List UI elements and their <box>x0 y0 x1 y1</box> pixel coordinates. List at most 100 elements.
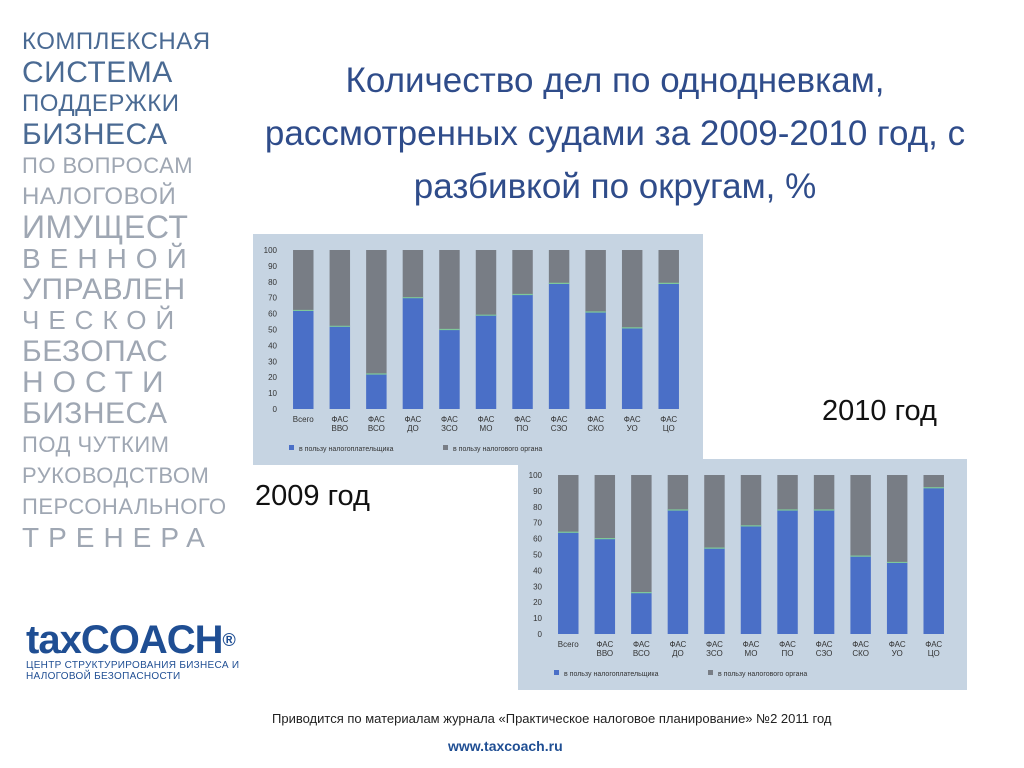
bar-authority <box>704 475 725 549</box>
y-tick-label: 30 <box>268 357 277 366</box>
x-tick-label: ФАС ВСО <box>633 640 650 658</box>
bar-taxpayer <box>293 310 314 409</box>
y-tick-label: 60 <box>268 310 277 319</box>
x-tick-label: ФАС МО <box>478 415 495 433</box>
bar-taxpayer <box>850 556 871 634</box>
sidebar-line: НОСТИ <box>22 366 173 399</box>
y-tick-label: 50 <box>268 326 277 335</box>
legend-label-taxpayer: в пользу налогоплательщика <box>564 671 659 678</box>
y-tick-label: 70 <box>533 519 542 528</box>
y-tick-label: 20 <box>533 598 542 607</box>
bar-authority <box>658 250 679 284</box>
x-tick-label: Всего <box>293 415 315 424</box>
x-tick-label: Всего <box>558 640 580 649</box>
sidebar-line: ТРЕНЕРА <box>22 522 214 553</box>
bar-authority <box>475 250 497 316</box>
y-tick-label: 0 <box>538 630 543 639</box>
y-tick-label: 10 <box>268 389 277 398</box>
x-tick-label: ФАС ЦО <box>925 640 942 658</box>
x-tick-label: ФАС УО <box>889 640 906 658</box>
year-label-2009: 2009 год <box>255 480 370 512</box>
x-tick-label: ФАС СКО <box>587 415 604 433</box>
bar-taxpayer <box>740 525 762 634</box>
y-tick-label: 100 <box>264 246 278 255</box>
bar-taxpayer <box>594 538 616 634</box>
sidebar-line: УПРАВЛЕН <box>22 273 186 306</box>
bar-authority <box>740 475 762 526</box>
sidebar-line: ИМУЩЕСТ <box>22 209 189 245</box>
bar-authority <box>631 475 652 593</box>
chart-2010: 0 10 20 30 40 50 60 70 80 90 100 Всего ФАС ВВО ФАС ВСО Ф… <box>518 459 967 690</box>
x-tick-label: ФАС ПО <box>514 415 531 433</box>
bar-taxpayer <box>548 283 570 409</box>
y-tick-label: 80 <box>533 503 542 512</box>
bar-authority <box>439 250 460 330</box>
sidebar-line: ПОД ЧУТКИМ <box>22 432 170 457</box>
chart-svg: 0 10 20 30 40 50 60 70 80 90 100 Всего ФАС ВВО ФАС ВСО Ф… <box>529 471 944 678</box>
bar-authority <box>886 475 908 563</box>
bar-authority <box>667 475 689 510</box>
year-label-2010: 2010 год <box>822 395 937 427</box>
legend-swatch-authority <box>708 670 713 675</box>
bar-taxpayer <box>402 297 424 409</box>
sidebar-line: КОМПЛЕКСНАЯ <box>22 28 211 55</box>
logo-tagline-2: НАЛОГОВОЙ БЕЗОПАСНОСТИ <box>26 671 181 682</box>
y-tick-label: 90 <box>533 487 542 496</box>
bar-authority <box>293 250 314 311</box>
x-tick-label: ФАС ЦО <box>660 415 677 433</box>
chart-svg: 0 10 20 30 40 50 60 70 80 90 100 Всего ФАС ВВО ФАС ВСО Ф… <box>264 246 679 453</box>
bar-taxpayer <box>923 487 944 634</box>
x-tick-label: ФАС СЗО <box>551 415 568 433</box>
sidebar-line: НАЛОГОВОЙ <box>22 183 177 210</box>
bar-authority <box>850 475 871 557</box>
bar-taxpayer <box>512 294 533 409</box>
logo-tagline-1: ЦЕНТР СТРУКТУРИРОВАНИЯ БИЗНЕСА И <box>26 660 240 671</box>
bar-taxpayer <box>366 374 387 409</box>
sidebar-line: ЧЕСКОЙ <box>22 305 184 335</box>
bar-authority <box>813 475 835 510</box>
y-tick-label: 0 <box>273 405 278 414</box>
sidebar-line: ВЕННОЙ <box>22 243 196 274</box>
bar-authority <box>585 250 606 313</box>
sidebar-line: БИЗНЕСА <box>22 118 168 151</box>
bar-authority <box>777 475 798 510</box>
x-tick-label: ФАС ЗСО <box>706 640 723 658</box>
sidebar-line: РУКОВОДСТВОМ <box>22 463 210 488</box>
x-tick-label: ФАС ЗСО <box>441 415 458 433</box>
x-tick-label: ФАС ДО <box>404 415 421 433</box>
x-tick-label: ФАС МО <box>743 640 760 658</box>
website-link[interactable]: www.taxcoach.ru <box>448 738 563 754</box>
legend-swatch-taxpayer <box>554 670 559 675</box>
y-tick-label: 100 <box>529 471 543 480</box>
bar-taxpayer <box>558 532 579 634</box>
bar-taxpayer <box>475 315 497 409</box>
y-tick-label: 60 <box>533 535 542 544</box>
legend-swatch-authority <box>443 445 448 450</box>
bar-taxpayer <box>813 509 835 634</box>
x-tick-label: ФАС ДО <box>669 640 686 658</box>
legend-label-authority: в пользу налогового органа <box>718 671 807 678</box>
bar-authority <box>548 250 570 284</box>
y-tick-label: 10 <box>533 614 542 623</box>
y-tick-label: 30 <box>533 582 542 591</box>
bar-taxpayer <box>704 548 725 634</box>
sidebar-line: БЕЗОПАС <box>22 335 169 368</box>
sidebar-line: СИСТЕМА <box>22 56 173 89</box>
logo-name: taxCOACH <box>26 618 223 662</box>
x-tick-label: ФАС ВВО <box>331 415 348 433</box>
y-tick-label: 40 <box>533 566 542 575</box>
chart-2009: 0 10 20 30 40 50 60 70 80 90 100 Всего ФАС ВВО ФАС ВСО Ф… <box>253 234 703 465</box>
bar-taxpayer <box>631 592 652 634</box>
sidebar-line: ПЕРСОНАЛЬНОГО <box>22 494 227 519</box>
sidebar-line: БИЗНЕСА <box>22 397 168 430</box>
bar-authority <box>621 250 643 328</box>
slide-title: Количество дел по однодневкам, рассмотре… <box>264 61 966 206</box>
x-tick-label: ФАС УО <box>624 415 641 433</box>
bar-taxpayer <box>329 326 351 409</box>
bar-authority <box>594 475 616 539</box>
bar-authority <box>366 250 387 375</box>
bar-authority <box>923 475 944 488</box>
x-tick-label: ФАС ВВО <box>596 640 613 658</box>
bar-taxpayer <box>667 509 689 634</box>
registered-mark: ® <box>222 630 235 650</box>
